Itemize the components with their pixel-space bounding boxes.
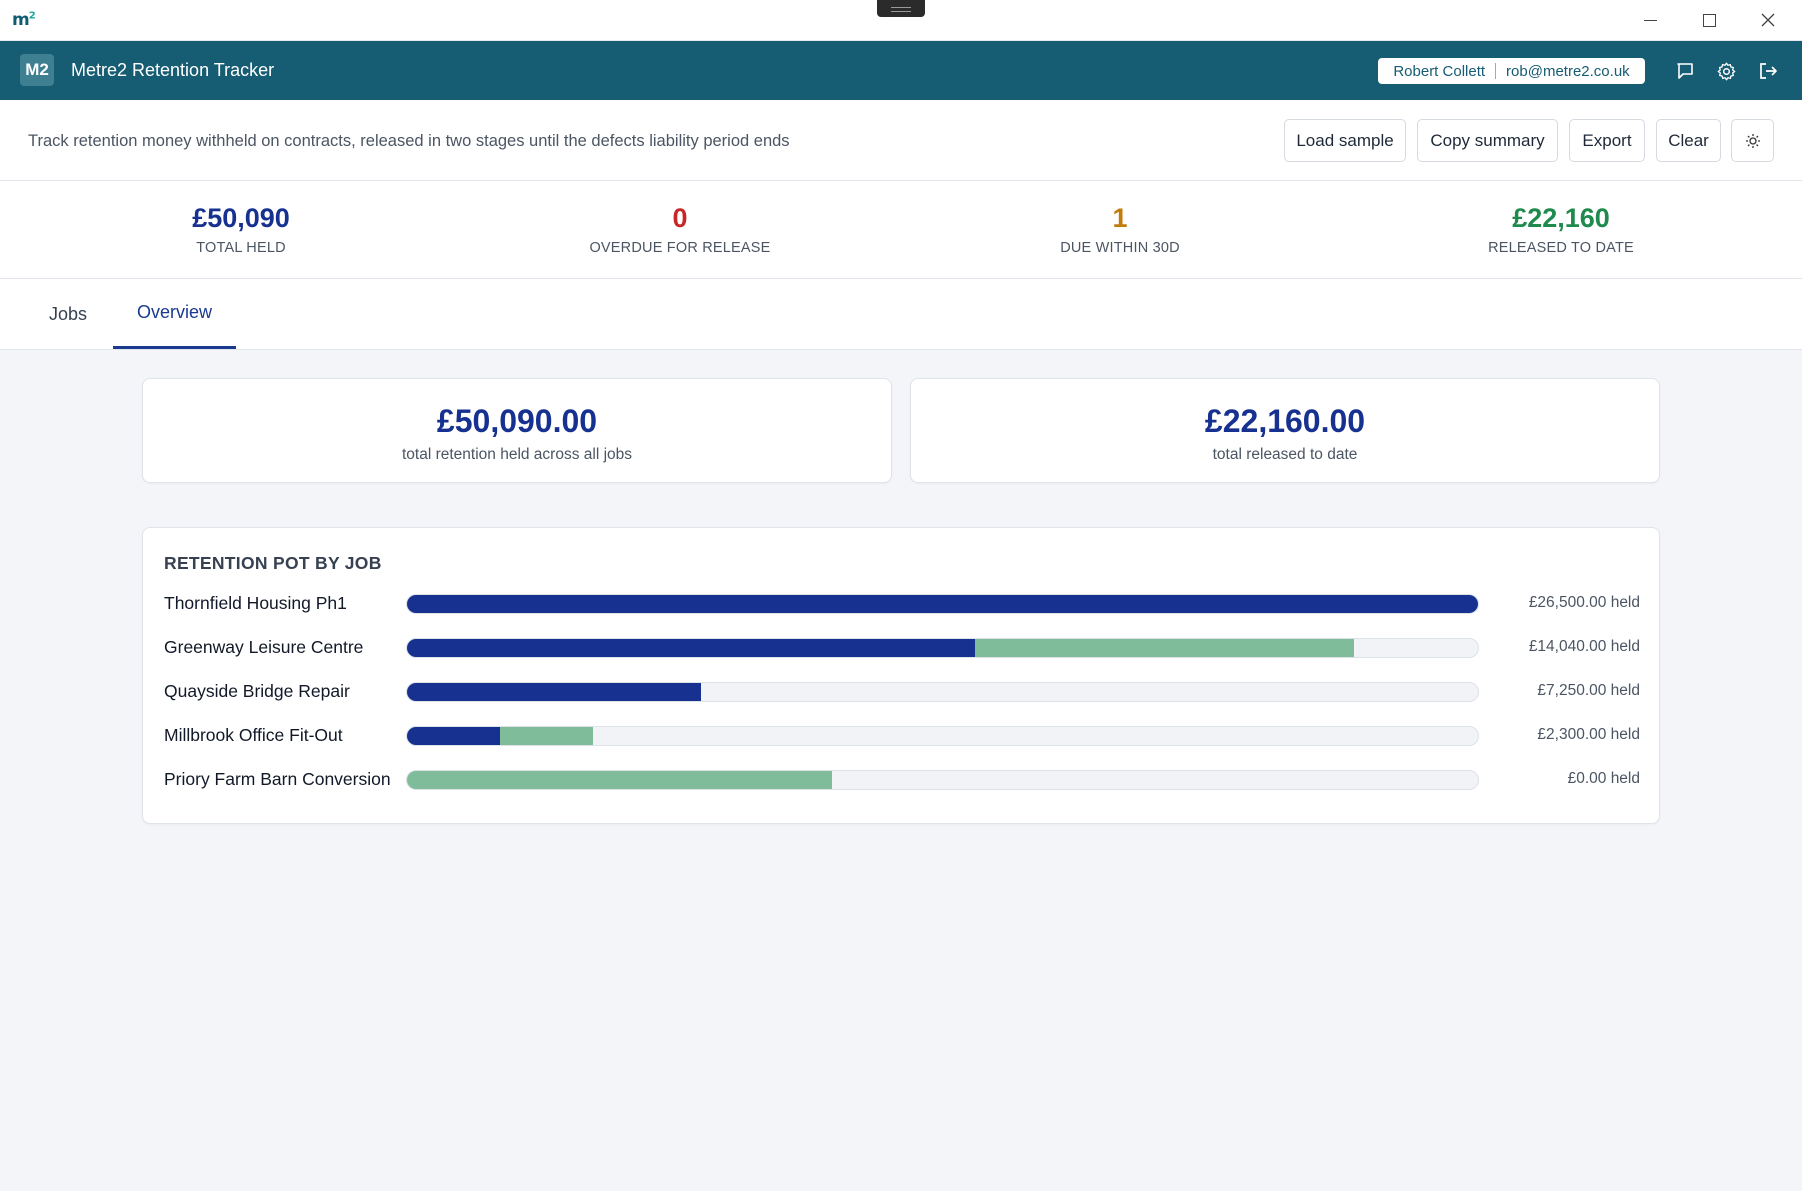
chart-category-label: Greenway Leisure Centre [164, 637, 364, 657]
tab-jobs[interactable]: Jobs [48, 303, 88, 324]
released-total-caption: total released to date [1212, 446, 1358, 463]
chart-row: Greenway Leisure Centre £14,040.00 held [143, 632, 1661, 662]
clear-button[interactable]: Clear [1656, 119, 1721, 162]
chart-category-label: Quayside Bridge Repair [164, 681, 350, 701]
chart-row: Priory Farm Barn Conversion £0.00 held [143, 764, 1661, 794]
chart-category-label: Thornfield Housing Ph1 [164, 593, 347, 613]
retention-pot-chart: RETENTION POT BY JOB Thornfield Housing … [142, 527, 1660, 824]
kpi-label: OVERDUE FOR RELEASE [589, 240, 771, 256]
held-total-caption: total retention held across all jobs [401, 446, 633, 463]
chart-bar-track [406, 770, 1479, 790]
held-summary-card: £50,090.00 total retention held across a… [142, 378, 892, 483]
maximize-icon [1702, 13, 1716, 27]
logo-text: m [12, 10, 30, 30]
user-divider [1495, 63, 1497, 79]
maximize-button[interactable] [1681, 0, 1737, 40]
chart-bar-track [406, 594, 1479, 614]
toolbar: Track retention money withheld on contra… [0, 100, 1802, 181]
user-email: rob@metre2.co.uk [1506, 62, 1630, 80]
settings-button[interactable] [1713, 58, 1739, 84]
chart-title: RETENTION POT BY JOB [164, 553, 382, 573]
chart-value-label: £0.00 held [1567, 770, 1640, 787]
app-badge: M2 [20, 54, 54, 86]
drag-handle[interactable] [877, 0, 925, 17]
kpi-released: £22,160 RELEASED TO DATE [1411, 203, 1711, 256]
kpi-value: 1 [1112, 203, 1128, 233]
chart-bar-track [406, 682, 1479, 702]
kpi-value: £50,090 [192, 203, 290, 233]
minimize-button[interactable] [1622, 0, 1678, 40]
load-sample-button[interactable]: Load sample [1284, 119, 1406, 162]
chart-bar-track [406, 638, 1479, 658]
chart-row: Millbrook Office Fit-Out £2,300.00 held [143, 720, 1661, 750]
chat-icon [1677, 63, 1693, 79]
sun-icon [1745, 133, 1760, 148]
chart-bar-held [407, 683, 701, 701]
minimize-icon [1643, 19, 1657, 21]
chart-row: Thornfield Housing Ph1 £26,500.00 held [143, 588, 1661, 618]
chart-bar-held [407, 639, 976, 657]
page-description: Track retention money withheld on contra… [28, 132, 790, 150]
close-icon [1761, 13, 1775, 27]
kpi-total-held: £50,090 TOTAL HELD [91, 203, 391, 256]
kpi-label: RELEASED TO DATE [1488, 240, 1634, 256]
chart-bar-released [500, 727, 594, 745]
chart-value-label: £14,040.00 held [1528, 638, 1640, 655]
logout-button[interactable] [1755, 58, 1781, 84]
user-name: Robert Collett [1393, 62, 1486, 80]
chart-value-label: £2,300.00 held [1537, 726, 1640, 743]
kpi-label: DUE WITHIN 30D [1060, 240, 1180, 256]
logo-sup: 2 [28, 10, 36, 22]
window-titlebar: m2 [0, 0, 1802, 41]
logout-icon [1760, 63, 1777, 79]
chart-value-label: £7,250.00 held [1537, 682, 1640, 699]
chart-category-label: Millbrook Office Fit-Out [164, 725, 343, 745]
close-button[interactable] [1740, 0, 1796, 40]
kpi-due-30d: 1 DUE WITHIN 30D [970, 203, 1270, 256]
chart-category-label: Priory Farm Barn Conversion [164, 769, 391, 789]
chart-bar-held [407, 727, 501, 745]
app-title: Metre2 Retention Tracker [71, 60, 275, 80]
feedback-button[interactable] [1672, 58, 1698, 84]
kpi-value: £22,160 [1512, 203, 1610, 233]
chart-row: Quayside Bridge Repair £7,250.00 held [143, 676, 1661, 706]
gear-icon [1717, 62, 1735, 80]
chart-bar-released [407, 771, 833, 789]
kpi-label: TOTAL HELD [196, 240, 286, 256]
tab-overview[interactable]: Overview [113, 279, 236, 349]
export-button[interactable]: Export [1569, 119, 1645, 162]
chart-bar-held [407, 595, 1478, 613]
released-total-value: £22,160.00 [1204, 403, 1366, 439]
kpi-strip: £50,090 TOTAL HELD 0 OVERDUE FOR RELEASE… [0, 181, 1802, 279]
app-logo: m2 [12, 10, 36, 30]
chart-bar-track [406, 726, 1479, 746]
tab-bar: Jobs Overview [0, 279, 1802, 350]
released-summary-card: £22,160.00 total released to date [910, 378, 1660, 483]
copy-summary-button[interactable]: Copy summary [1417, 119, 1558, 162]
app-header: M2 Metre2 Retention Tracker Robert Colle… [0, 41, 1802, 100]
kpi-overdue: 0 OVERDUE FOR RELEASE [530, 203, 830, 256]
user-pill[interactable]: Robert Collett rob@metre2.co.uk [1378, 58, 1645, 84]
chart-value-label: £26,500.00 held [1528, 594, 1640, 611]
chart-bar-released [975, 639, 1355, 657]
theme-toggle-button[interactable] [1731, 119, 1774, 162]
kpi-value: 0 [672, 203, 688, 233]
held-total-value: £50,090.00 [436, 403, 598, 439]
